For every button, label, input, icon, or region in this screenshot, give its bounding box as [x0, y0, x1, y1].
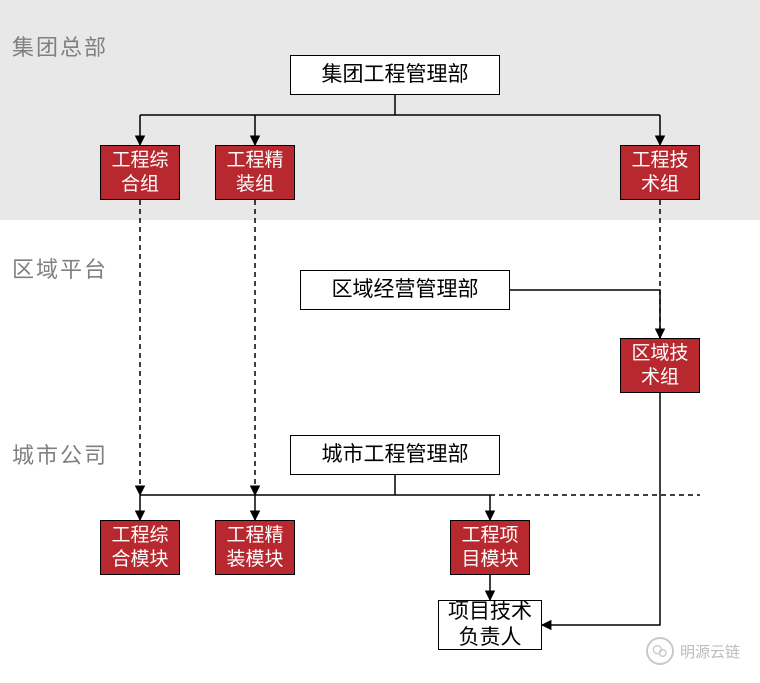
- section-label-hq: 集团总部: [12, 30, 108, 62]
- watermark-text: 明源云链: [680, 641, 740, 662]
- node-hq_tech: 工程技术组: [620, 145, 700, 200]
- node-city_mgmt: 城市工程管理部: [290, 435, 500, 475]
- node-hq_mgmt: 集团工程管理部: [290, 55, 500, 95]
- node-proj_lead: 项目技术负责人: [438, 600, 542, 650]
- section-label-region: 区域平台: [12, 252, 108, 284]
- node-city_comp: 工程综合模块: [100, 520, 180, 575]
- node-reg_mgmt: 区域经营管理部: [300, 270, 510, 310]
- node-hq_comp: 工程综合组: [100, 145, 180, 200]
- node-city_proj: 工程项目模块: [450, 520, 530, 575]
- org-chart-canvas: 明源云链 集团总部区域平台城市公司 集团工程管理部工程综合组工程精装组 工程技术组区…: [0, 0, 760, 683]
- node-reg_tech: 区域技术组: [620, 338, 700, 393]
- node-hq_deco: 工程精装组: [215, 145, 295, 200]
- wechat-icon: [646, 637, 674, 665]
- watermark: 明源云链: [646, 637, 740, 665]
- node-city_deco: 工程精装模块: [215, 520, 295, 575]
- section-label-city: 城市公司: [12, 438, 108, 470]
